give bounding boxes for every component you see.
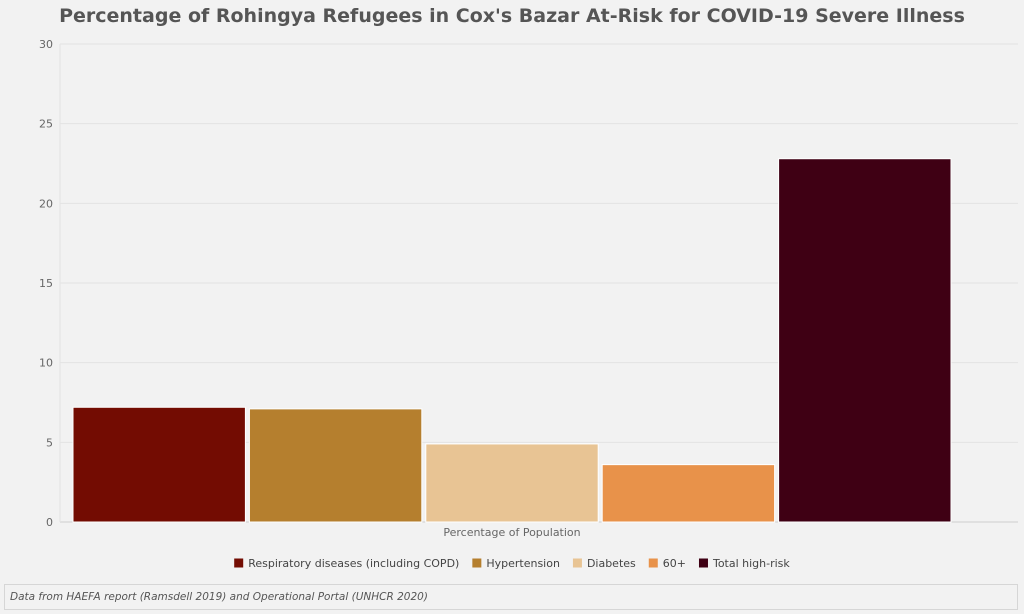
legend-item-1[interactable]: Respiratory diseases (including COPD) [234, 557, 459, 570]
y-tick-label: 25 [39, 118, 53, 131]
y-tick-label: 5 [46, 436, 53, 449]
y-tick-label: 0 [46, 516, 53, 529]
legend-label: Hypertension [486, 557, 560, 570]
bar-2 [248, 408, 423, 523]
y-tick-label: 30 [39, 38, 53, 51]
bar-chart: Percentage of Rohingya Refugees in Cox's… [39, 5, 1018, 570]
x-axis-label: Percentage of Population [443, 526, 580, 539]
legend-item-3[interactable]: Diabetes [572, 557, 636, 570]
legend-label: Respiratory diseases (including COPD) [248, 557, 459, 570]
legend-swatch [572, 558, 582, 568]
legend-swatch [472, 558, 482, 568]
y-tick-label: 10 [39, 357, 53, 370]
legend-label: Diabetes [587, 557, 636, 570]
chart-title: Percentage of Rohingya Refugees in Cox's… [59, 5, 965, 27]
legend-label: 60+ [663, 557, 686, 570]
bar-3 [425, 443, 599, 523]
y-axis-ticks: 0 5 10 15 20 25 30 [39, 38, 53, 529]
bar-1 [72, 406, 246, 523]
legend: Respiratory diseases (including COPD) Hyp… [234, 557, 790, 570]
legend-label: Total high-risk [712, 557, 790, 570]
legend-swatch [648, 558, 658, 568]
y-tick-label: 15 [39, 277, 53, 290]
y-tick-label: 20 [39, 197, 53, 210]
legend-item-4[interactable]: 60+ [648, 557, 686, 570]
legend-swatch [234, 558, 244, 568]
legend-item-5[interactable]: Total high-risk [698, 557, 790, 570]
bar-4 [601, 464, 776, 523]
legend-swatch [698, 558, 708, 568]
bars [72, 158, 952, 523]
source-note: Data from HAEFA report (Ramsdell 2019) a… [4, 584, 1018, 610]
bar-5 [778, 158, 952, 523]
legend-item-2[interactable]: Hypertension [472, 557, 560, 570]
